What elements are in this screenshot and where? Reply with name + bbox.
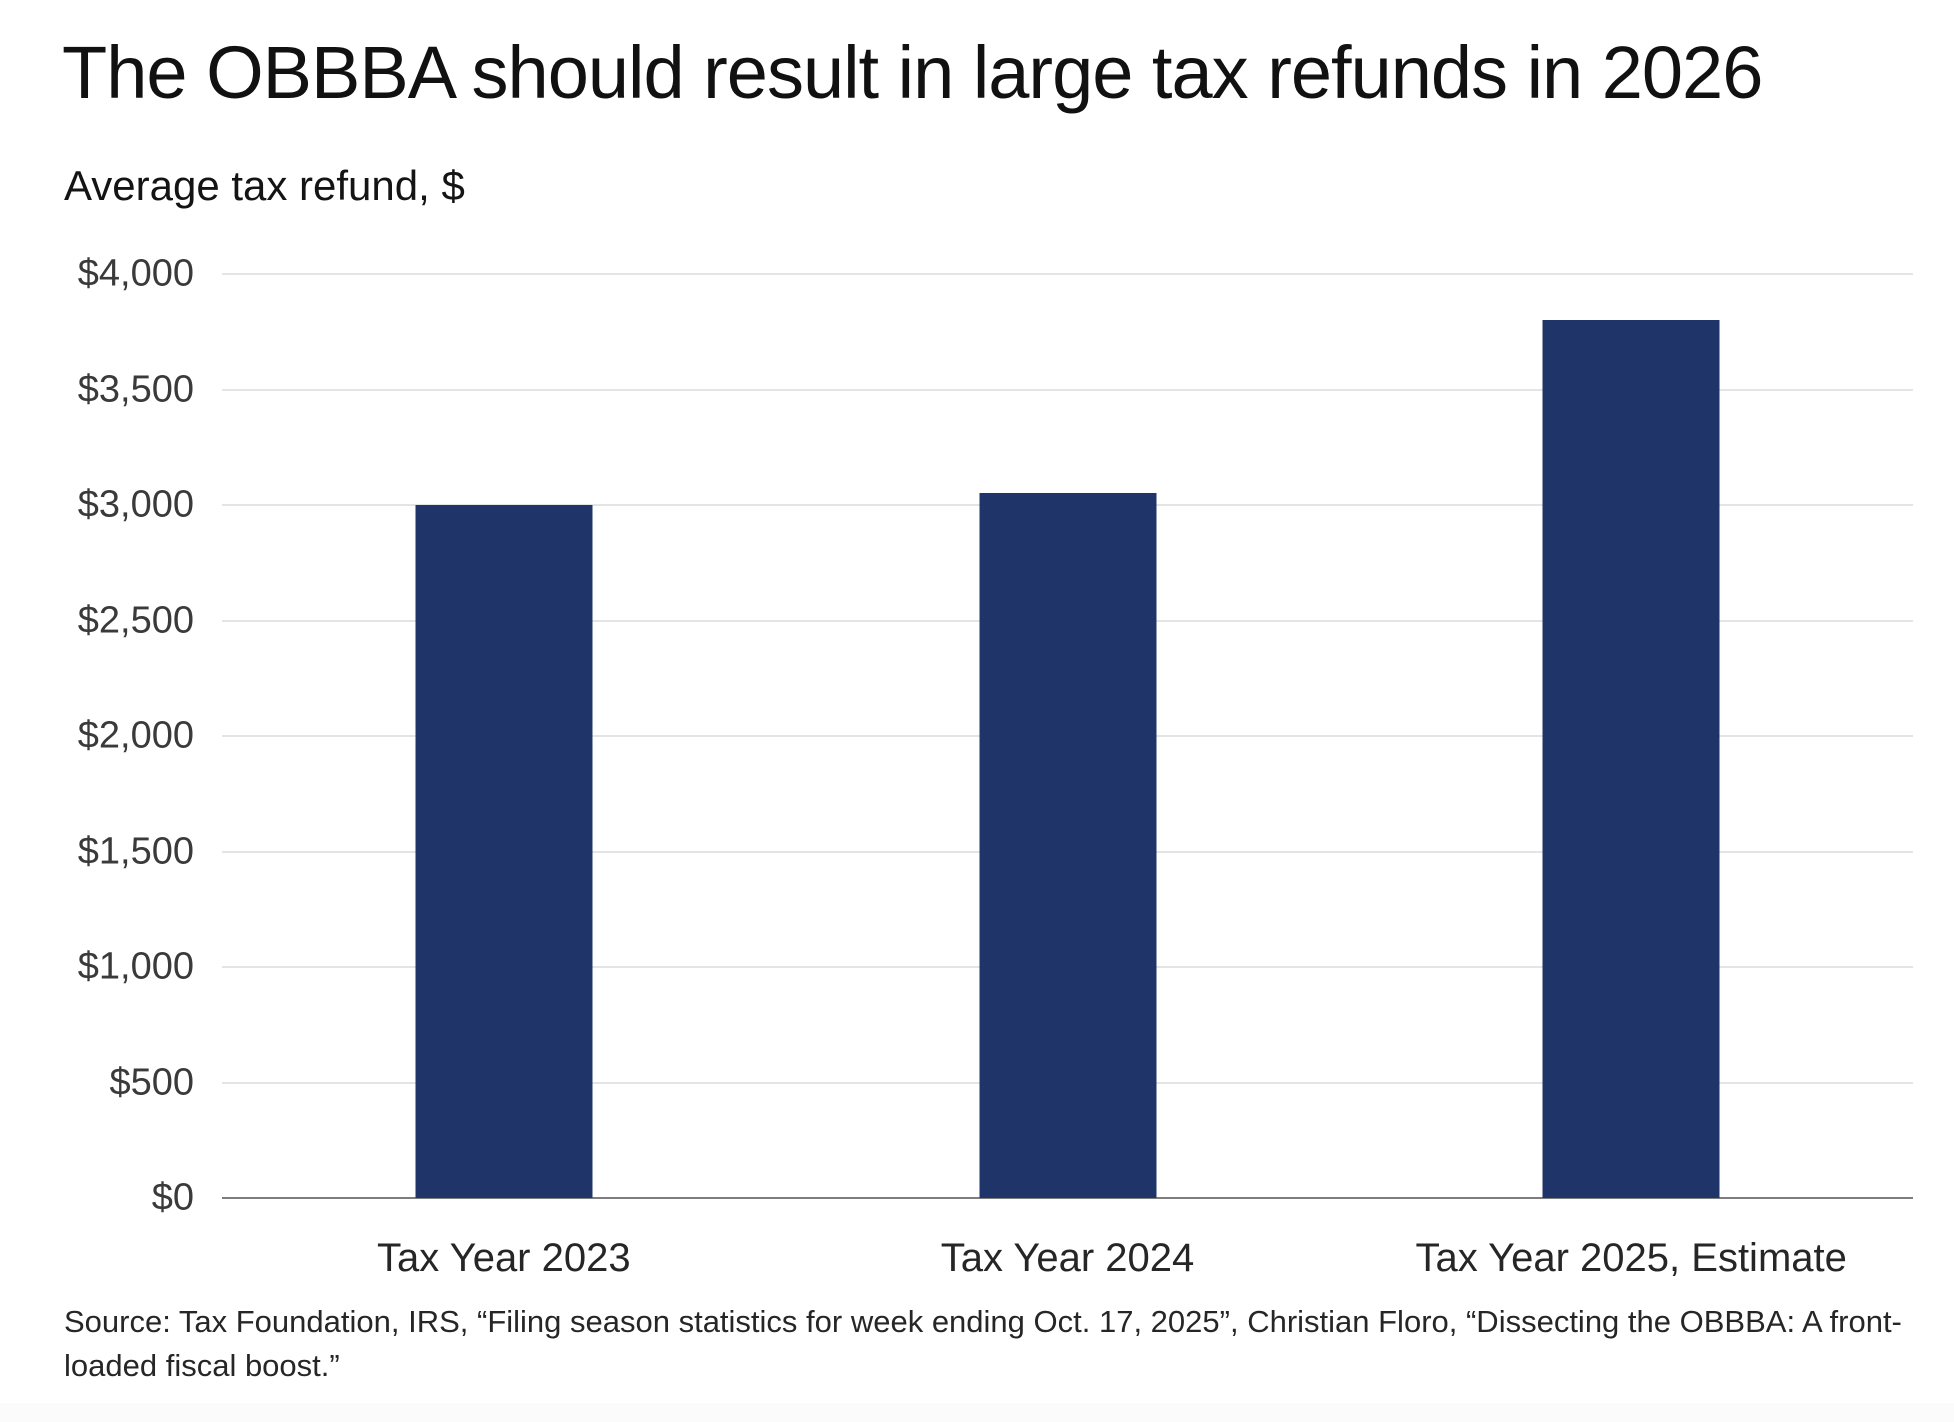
gridline: [222, 273, 1913, 275]
x-axis-line: [222, 1197, 1913, 1199]
y-tick-label: $1,000: [77, 945, 194, 988]
plot-area: $0 $500 $1,000 $1,500 $2,000 $2,500 $3,000 $3,5…: [78, 253, 1913, 1219]
y-tick-label: $2,000: [77, 714, 194, 757]
chart-subtitle: Average tax refund, $: [64, 162, 465, 209]
y-tick-label: $1,500: [77, 830, 194, 872]
bar-1: [415, 505, 593, 1198]
bottom-edge-shade: [0, 1403, 1954, 1422]
y-tick-label: $3,000: [77, 483, 194, 526]
gridline: [222, 388, 1913, 391]
x-tick-label-2: Tax Year 2024: [940, 1236, 1195, 1280]
chart-title: The OBBBA should result in large tax ref…: [62, 31, 1763, 114]
source-note: Source: Tax Foundation, IRS, “Filing sea…: [64, 1304, 1902, 1383]
y-tick-label: $4,000: [77, 252, 194, 295]
y-tick-label: $0: [151, 1176, 194, 1219]
x-axis-labels: Tax Year 2023 Tax Year 2024 Tax Year 2025,…: [222, 1236, 1913, 1281]
y-tick-label: $2,500: [77, 599, 194, 641]
bar-3: [1542, 320, 1720, 1198]
x-tick-label-3: Tax Year 2025, Estimate: [1415, 1236, 1847, 1280]
bar-2: [979, 493, 1156, 1198]
y-tick-label: $500: [109, 1061, 194, 1103]
y-tick-label: $3,500: [77, 368, 194, 410]
x-tick-label-1: Tax Year 2023: [377, 1236, 631, 1280]
